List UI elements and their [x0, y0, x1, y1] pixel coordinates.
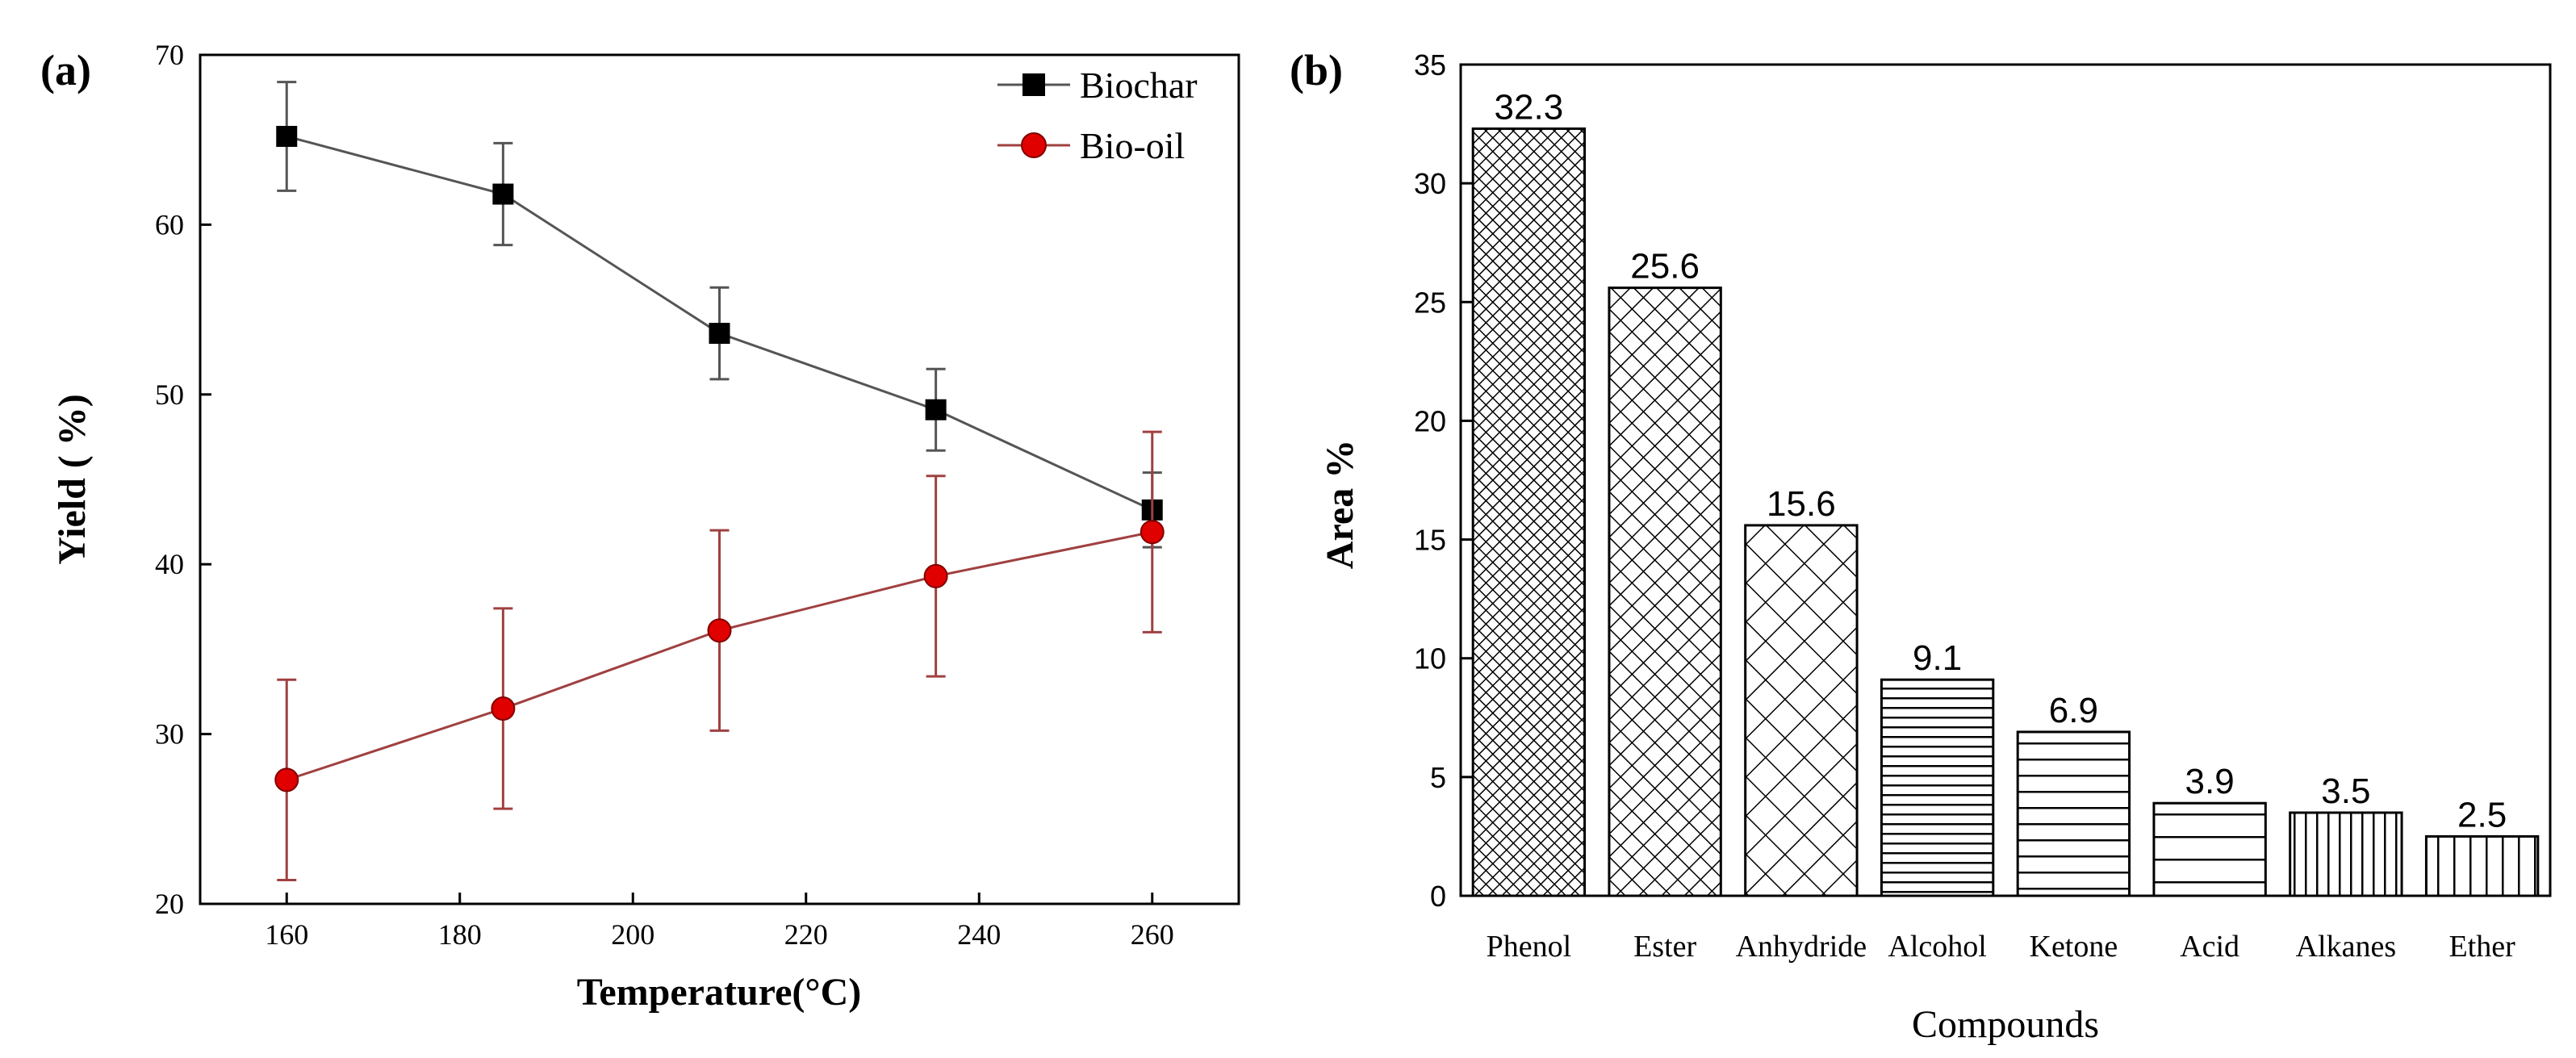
series-layer [274, 81, 1165, 882]
bar-value-label: 3.5 [2321, 772, 2370, 811]
line-chart-panel: (a) 160 180 200 220 240 260 20 30 40 50 60 70 Tempe… [40, 39, 1240, 1014]
bar-alkanes [2289, 811, 2403, 897]
y-axis-title: Yield ( %) [51, 394, 94, 565]
plot-frame [1459, 63, 2552, 897]
bar-phenol [1471, 127, 1587, 897]
x-tick-label: 240 [957, 918, 1001, 951]
y-tick-label: 30 [1414, 167, 1446, 200]
data-point-bio-oil [274, 767, 299, 792]
plot-frame [199, 53, 1240, 905]
data-point-bio-oil [707, 618, 732, 643]
data-point-biochar [709, 323, 730, 345]
x-category-label: Anhydride [1736, 930, 1867, 964]
bar-ketone [2016, 730, 2131, 897]
x-tick-label: 200 [611, 918, 654, 951]
y-tick-label: 10 [1414, 642, 1446, 675]
y-tick-label: 30 [155, 718, 184, 751]
x-axis-title: Temperature(°C) [577, 971, 861, 1014]
bar-ether [2424, 834, 2540, 897]
x-category-label: Alcohol [1888, 930, 1986, 964]
axis-ticks: 160 180 200 220 240 260 20 30 40 50 60 70 [155, 39, 1174, 951]
bar-anhydride [1744, 524, 1859, 897]
x-tick-label: 220 [784, 918, 828, 951]
bar-acid [2152, 801, 2267, 897]
bar-ester [1608, 286, 1722, 897]
x-category-label: Ether [2448, 930, 2515, 964]
y-tick-label: 0 [1430, 880, 1446, 913]
bar-value-label: 6.9 [2049, 691, 2098, 730]
y-tick-label: 5 [1430, 761, 1446, 794]
y-tick-label: 40 [155, 548, 184, 580]
bar-value-label: 32.3 [1495, 87, 1564, 127]
legend-label-biochar: Biochar [1080, 65, 1198, 106]
x-axis-title: Compounds [1912, 1003, 2099, 1046]
data-point-bio-oil [1140, 520, 1165, 545]
y-tick-label: 15 [1414, 524, 1446, 557]
bar-value-label: 15.6 [1767, 484, 1836, 524]
bar-value-label: 25.6 [1630, 247, 1700, 286]
legend-label-bio-oil: Bio-oil [1080, 125, 1185, 166]
x-category-label: Ester [1633, 930, 1696, 964]
data-point-biochar [925, 399, 947, 420]
data-point-bio-oil [923, 563, 948, 588]
bars-layer: 32.3 Phenol 25.6 Ester 15.6 Anhydride 9.1 Alcoh… [1471, 87, 2540, 964]
x-tick-label: 180 [438, 918, 482, 951]
x-category-label: Phenol [1487, 930, 1572, 964]
bar-value-label: 2.5 [2457, 795, 2507, 834]
data-point-bio-oil [491, 696, 516, 721]
x-category-label: Ketone [2030, 930, 2118, 964]
bar-value-label: 9.1 [1913, 638, 1962, 678]
data-point-biochar [276, 125, 298, 147]
y-axis-title: Area % [1319, 440, 1361, 569]
y-tick-label: 20 [1414, 404, 1446, 437]
bar-value-label: 3.9 [2185, 762, 2235, 801]
panel-label-a: (a) [40, 46, 91, 94]
y-tick-label: 50 [155, 378, 184, 411]
legend-marker-bio-oil [1021, 132, 1047, 158]
panel-label-b: (b) [1290, 46, 1343, 94]
x-category-label: Acid [2180, 930, 2239, 964]
x-tick-label: 160 [265, 918, 308, 951]
y-tick-label: 70 [155, 39, 184, 71]
y-tick-label: 20 [155, 888, 184, 920]
y-tick-label: 25 [1414, 286, 1446, 319]
bar-alcohol [1880, 678, 1995, 897]
legend-marker-biochar [1022, 73, 1045, 96]
y-tick-label: 35 [1414, 48, 1446, 82]
legend: Biochar Bio-oil [997, 65, 1198, 166]
x-tick-label: 260 [1131, 918, 1174, 951]
y-tick-label: 60 [155, 208, 184, 240]
data-point-biochar [492, 183, 514, 205]
bar-chart-panel: (b) 0 5 10 15 20 25 30 35 32.3 Phenol 25.6 Ester 15… [1290, 46, 2552, 1046]
x-category-label: Alkanes [2296, 930, 2397, 964]
